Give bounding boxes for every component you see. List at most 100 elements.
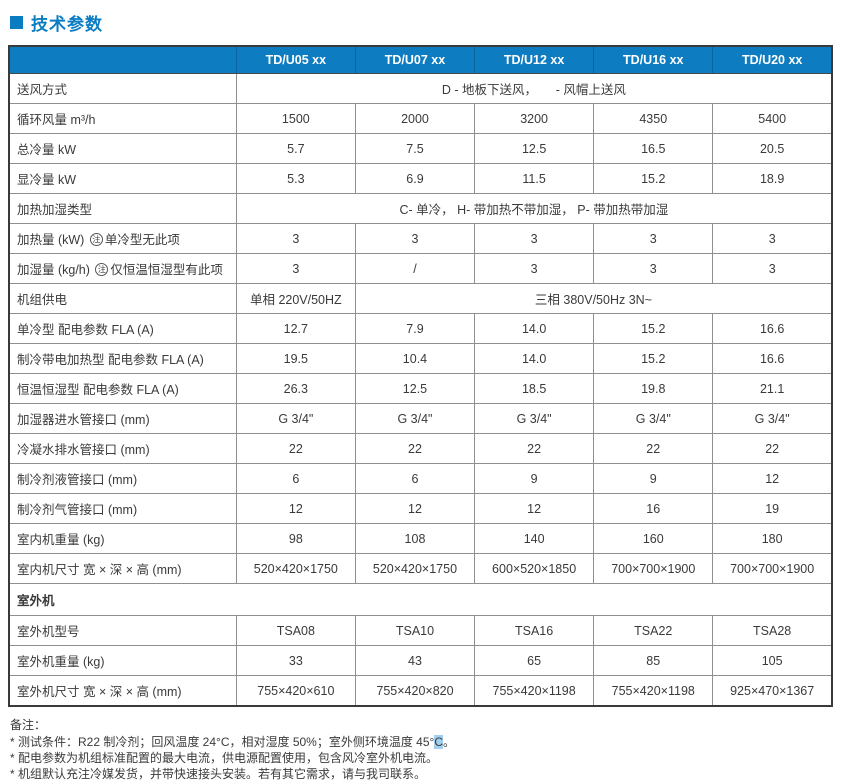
row-label: 循环风量 m³/h	[8, 103, 237, 134]
row-label: 冷凝水排水管接口 (mm)	[8, 433, 237, 464]
row-label: 总冷量 kW	[8, 133, 237, 164]
table-cell: 12.5	[354, 373, 476, 404]
table-cell: 11.5	[474, 163, 595, 194]
section-row-label: 室外机	[8, 583, 833, 616]
column-header: TD/U07 xx	[354, 46, 475, 74]
table-row: 加热量 (kW) 注单冷型无此项 3 3 3 3 3	[8, 223, 833, 254]
table-cell: G 3/4"	[235, 403, 356, 434]
notes: 备注： * 测试条件：R22 制冷剂；回风温度 24°C，相对湿度 50%；室外…	[10, 717, 838, 782]
row-label: 送风方式	[8, 73, 237, 104]
table-cell: 160	[593, 523, 714, 554]
table-cell: 12	[235, 493, 356, 524]
table-cell-span: D - 地板下送风， - 风帽上送风	[235, 73, 833, 104]
note-line-2: * 配电参数为机组标准配置的最大电流，供电源配置使用，包含风冷室外机电流。	[10, 751, 439, 765]
notes-heading: 备注：	[10, 718, 47, 732]
table-cell: 6	[354, 463, 476, 494]
table-cell: 19.8	[593, 373, 714, 404]
table-cell: 12.5	[474, 133, 595, 164]
table-cell: 65	[474, 645, 595, 676]
table-cell: 700×700×1900	[712, 553, 833, 584]
table-cell: 22	[474, 433, 595, 464]
row-label: 加湿量 (kg/h) 注仅恒温恒湿型有此项	[8, 253, 237, 284]
table-cell: 18.5	[474, 373, 595, 404]
table-row: 恒温恒湿型 配电参数 FLA (A) 26.3 12.5 18.5 19.8 21.1	[8, 373, 833, 404]
table-cell: 85	[593, 645, 714, 676]
table-cell: 19.5	[235, 343, 356, 374]
column-header: TD/U05 xx	[235, 46, 356, 74]
table-cell: 5.3	[235, 163, 356, 194]
table-cell: 15.2	[593, 343, 714, 374]
table-cell: TSA10	[354, 615, 476, 646]
table-cell: 16.6	[712, 313, 833, 344]
table-cell: 3	[712, 253, 833, 284]
table-row: 室内机尺寸 宽 × 深 × 高 (mm) 520×420×1750 520×420×…	[8, 553, 833, 584]
table-row: 室外机重量 (kg) 33 43 65 85 105	[8, 645, 833, 676]
table-row: 制冷剂气管接口 (mm) 12 12 12 16 19	[8, 493, 833, 524]
row-label: 室外机尺寸 宽 × 深 × 高 (mm)	[8, 675, 237, 707]
table-cell: 33	[235, 645, 356, 676]
table-cell: 21.1	[712, 373, 833, 404]
table-cell-span: 三相 380V/50Hz 3N~	[354, 283, 833, 314]
table-cell: 2000	[354, 103, 476, 134]
table-row: 室外机	[8, 583, 833, 616]
table-row: 机组供电 单相 220V/50HZ 三相 380V/50Hz 3N~	[8, 283, 833, 314]
table-cell: G 3/4"	[712, 403, 833, 434]
table-row: 循环风量 m³/h 1500 2000 3200 4350 5400	[8, 103, 833, 134]
table-cell: 16.6	[712, 343, 833, 374]
table-cell: 108	[354, 523, 476, 554]
table-cell: TSA08	[235, 615, 356, 646]
highlighted-text: C	[434, 735, 444, 749]
row-label: 室外机型号	[8, 615, 237, 646]
row-label: 加热加湿类型	[8, 193, 237, 224]
row-label: 加热量 (kW) 注单冷型无此项	[8, 223, 237, 254]
table-cell: TSA28	[712, 615, 833, 646]
table-row: 送风方式 D - 地板下送风， - 风帽上送风	[8, 73, 833, 104]
table-row: 单冷型 配电参数 FLA (A) 12.7 7.9 14.0 15.2 16.6	[8, 313, 833, 344]
row-label: 显冷量 kW	[8, 163, 237, 194]
table-row: 室外机尺寸 宽 × 深 × 高 (mm) 755×420×610 755×420×8…	[8, 675, 833, 707]
column-header: TD/U16 xx	[593, 46, 713, 74]
table-cell: 140	[474, 523, 595, 554]
table-cell: 22	[354, 433, 476, 464]
row-label: 制冷剂液管接口 (mm)	[8, 463, 237, 494]
table-row: 加湿量 (kg/h) 注仅恒温恒湿型有此项 3/3 3 3	[8, 253, 833, 284]
table-row: 加热加湿类型 C- 单冷， H- 带加热不带加湿， P- 带加热带加湿	[8, 193, 833, 224]
row-label: 制冷带电加热型 配电参数 FLA (A)	[8, 343, 237, 374]
table-cell: 12	[712, 463, 833, 494]
note-text: 。	[443, 735, 456, 749]
table-cell: 20.5	[712, 133, 833, 164]
table-header-row: TD/U05 xx TD/U07 xx TD/U12 xx TD/U16 xx TD/U…	[9, 46, 832, 74]
table-row: 加湿器进水管接口 (mm) G 3/4" G 3/4" G 3/4" G 3/4" G 3…	[8, 403, 833, 434]
table-cell: 3	[474, 253, 595, 284]
table-cell: G 3/4"	[474, 403, 595, 434]
table-cell: 925×470×1367	[712, 675, 833, 707]
table-cell: 7.9	[354, 313, 476, 344]
table-cell: 9	[593, 463, 714, 494]
table-cell: 6.9	[354, 163, 476, 194]
table-cell: 12.7	[235, 313, 356, 344]
table-cell: 19	[712, 493, 833, 524]
note-marker-icon: 注	[89, 233, 103, 246]
spec-table: TD/U05 xx TD/U07 xx TD/U12 xx TD/U16 xx TD/U…	[8, 45, 833, 707]
row-label: 室外机重量 (kg)	[8, 645, 237, 676]
table-cell: 3	[593, 223, 714, 254]
table-cell: 6	[235, 463, 356, 494]
table-cell: 180	[712, 523, 833, 554]
row-label: 恒温恒湿型 配电参数 FLA (A)	[8, 373, 237, 404]
table-cell: 9	[474, 463, 595, 494]
note-marker-icon: 注	[95, 263, 109, 276]
row-label: 单冷型 配电参数 FLA (A)	[8, 313, 237, 344]
table-cell: 14.0	[474, 343, 595, 374]
table-cell: G 3/4"	[354, 403, 476, 434]
row-label: 室内机尺寸 宽 × 深 × 高 (mm)	[8, 553, 237, 584]
note-text: * 测试条件：R22 制冷剂；回风温度 24°C，相对湿度 50%；室外侧环境温…	[10, 735, 435, 749]
column-header-empty	[9, 46, 237, 74]
note-line-3: * 机组默认充注冷媒发货，并带快速接头安装。若有其它需求，请与我司联系。	[10, 767, 427, 781]
table-cell: 755×420×1198	[474, 675, 595, 707]
table-cell: 98	[235, 523, 356, 554]
table-cell: 15.2	[593, 313, 714, 344]
table-cell: 5.7	[235, 133, 356, 164]
table-cell: 7.5	[354, 133, 476, 164]
note-line-1: * 测试条件：R22 制冷剂；回风温度 24°C，相对湿度 50%；室外侧环境温…	[10, 734, 838, 750]
table-cell: 4350	[593, 103, 714, 134]
